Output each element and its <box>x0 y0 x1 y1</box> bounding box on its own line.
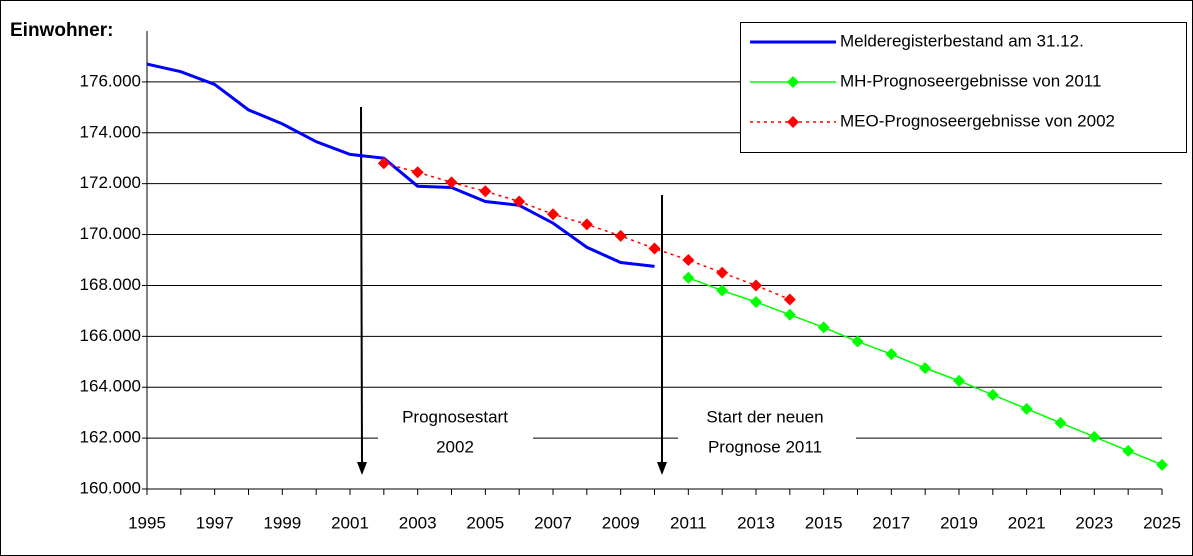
y-tick-label: 168.000 <box>80 275 141 294</box>
marker <box>682 254 695 266</box>
annotation-bg <box>378 404 533 464</box>
annotation: Prognosestart <box>402 407 508 426</box>
x-tick-label: 2001 <box>331 513 369 532</box>
marker <box>783 308 796 321</box>
marker <box>377 157 390 170</box>
marker <box>716 284 729 297</box>
marker <box>1156 458 1168 471</box>
y-tick-label: 164.000 <box>80 377 141 396</box>
marker <box>750 295 762 308</box>
x-tick-label: 2017 <box>872 513 910 532</box>
legend-label: MH-Prognoseergebnisse von 2011 <box>840 71 1101 90</box>
arrow <box>360 106 363 465</box>
annotation: Prognose 2011 <box>708 437 822 456</box>
legend-marker <box>787 116 799 128</box>
legend-label: Melderegisterbestand am 31.12. <box>840 31 1084 50</box>
marker <box>445 176 458 189</box>
y-tick-label: 166.000 <box>80 326 141 345</box>
series-line <box>146 62 655 268</box>
marker <box>1054 416 1067 429</box>
legend-box <box>740 22 1187 153</box>
marker <box>580 218 593 231</box>
marker <box>682 271 695 284</box>
marker <box>817 321 830 334</box>
marker <box>953 374 965 387</box>
y-tick-label: 172.000 <box>80 173 141 192</box>
legend-label: MEO-Prognoseergebnisse von 2002 <box>840 111 1115 130</box>
marker <box>648 242 661 255</box>
y-tick-label: 162.000 <box>80 428 141 447</box>
marker <box>750 279 762 292</box>
marker <box>1088 430 1101 443</box>
marker <box>1020 402 1033 415</box>
x-tick-label: 2005 <box>466 513 504 532</box>
x-tick-label: 1997 <box>196 513 234 532</box>
x-tick-label: 2007 <box>534 513 572 532</box>
marker <box>783 293 796 306</box>
annotation: Start der neuen <box>706 407 823 426</box>
marker <box>411 166 424 179</box>
marker <box>1122 444 1135 457</box>
marker <box>851 335 864 348</box>
x-tick-label: 1995 <box>128 513 166 532</box>
y-tick-label: 170.000 <box>80 224 141 243</box>
marker <box>885 348 898 361</box>
x-tick-label: 2011 <box>670 513 707 532</box>
annotation-bg <box>678 404 856 464</box>
marker <box>614 229 627 242</box>
marker <box>919 362 932 375</box>
y-tick-label: 160.000 <box>80 478 141 497</box>
marker <box>513 195 526 208</box>
arrow-head <box>657 462 667 475</box>
arrow-head <box>357 462 367 475</box>
annotations: Prognosestart 2002 Start der neuen Prognose… <box>357 106 856 475</box>
x-tick-label: 1999 <box>263 513 301 532</box>
y-tick-label: 176.000 <box>80 71 141 90</box>
x-tick-label: 2025 <box>1143 513 1181 532</box>
x-tick-label: 2019 <box>940 513 978 532</box>
x-tick-label: 2003 <box>399 513 437 532</box>
legend: Melderegisterbestand am 31.12. MH-Prognos… <box>740 22 1187 153</box>
annotation: 2002 <box>436 437 474 456</box>
marker <box>547 208 559 221</box>
x-tick-label: 2013 <box>737 513 775 532</box>
marker <box>479 185 492 198</box>
x-tick-label: 2023 <box>1075 513 1113 532</box>
marker <box>716 266 729 279</box>
x-tick-label: 2009 <box>602 513 640 532</box>
y-tick-label: 174.000 <box>80 122 141 141</box>
marker <box>986 388 999 401</box>
x-tick-label: 2015 <box>805 513 843 532</box>
x-tick-label: 2021 <box>1008 513 1046 532</box>
chart-title: Einwohner: <box>10 20 113 41</box>
legend-marker <box>787 76 799 88</box>
